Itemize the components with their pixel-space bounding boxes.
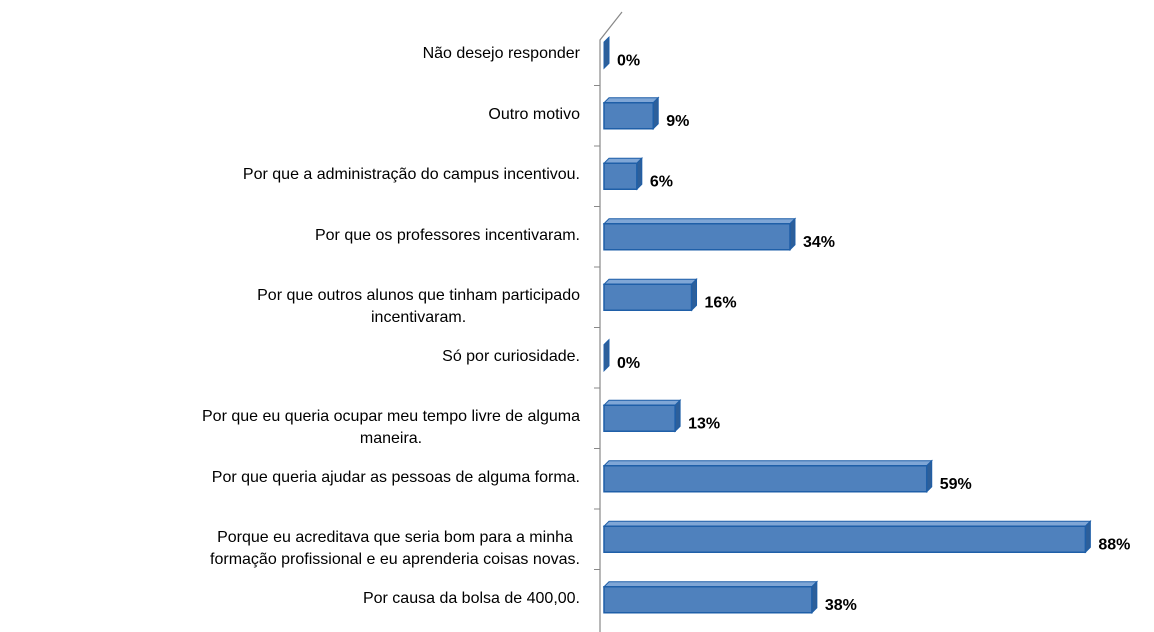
bar-side [603, 338, 610, 372]
category-label: Por causa da bolsa de 400,00. [362, 589, 580, 607]
bar-side [636, 157, 643, 191]
value-label: 38% [825, 597, 857, 614]
value-label: 13% [688, 415, 720, 432]
category-label: Porque eu acreditava que seria bom para … [210, 529, 580, 569]
value-label: 88% [1098, 536, 1130, 553]
axis-line [599, 11, 623, 632]
bar-side [691, 278, 698, 312]
value-label: 59% [940, 476, 972, 493]
bar [603, 404, 676, 432]
category-label: Por que outros alunos que tinham partici… [257, 287, 580, 327]
bar-side [603, 36, 610, 70]
bar [603, 586, 813, 614]
category-label: Só por curiosidade. [442, 347, 580, 365]
bar [603, 102, 654, 130]
category-label: Por que a administração do campus incent… [242, 166, 580, 184]
category-label: Por que queria ajudar as pessoas de algu… [211, 468, 580, 486]
bar [603, 223, 791, 251]
bar [603, 465, 928, 493]
bar [603, 283, 693, 311]
value-label: 0% [617, 52, 640, 69]
category-label: Por que os professores incentivaram. [314, 226, 580, 244]
value-label: 34% [803, 234, 835, 251]
value-label: 6% [650, 173, 673, 190]
category-label: Por que eu queria ocupar meu tempo livre… [202, 408, 580, 448]
category-label: Outro motivo [488, 105, 580, 123]
value-label: 0% [617, 355, 640, 372]
value-label: 9% [666, 113, 689, 130]
value-label: 16% [705, 294, 737, 311]
category-label: Não desejo responder [422, 45, 580, 63]
bar [603, 525, 1087, 553]
bar [603, 162, 638, 190]
